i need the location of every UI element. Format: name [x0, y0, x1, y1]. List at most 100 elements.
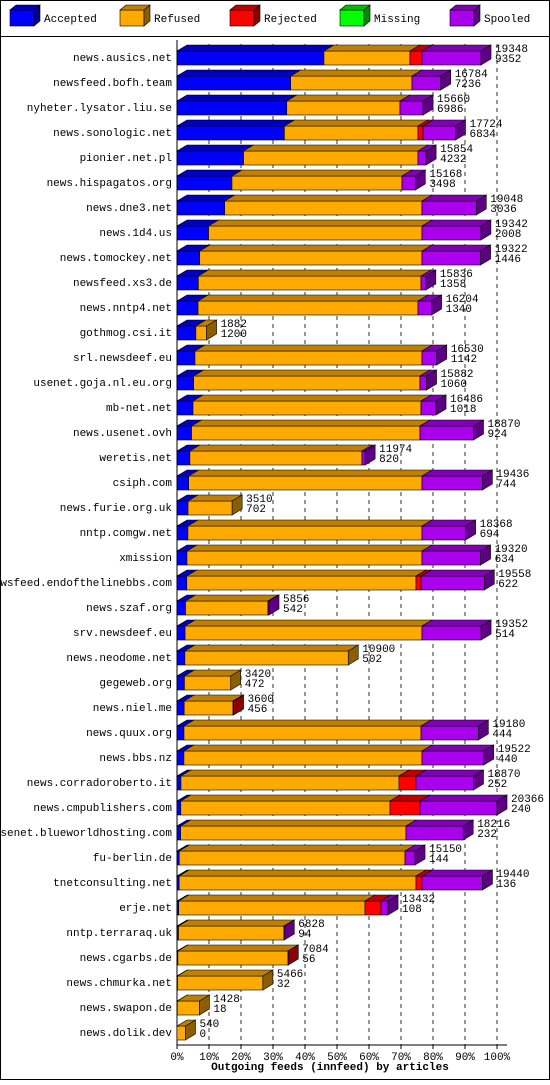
bar-segment — [181, 826, 406, 840]
bar-segment — [177, 676, 184, 690]
legend-label: Missing — [374, 14, 420, 26]
accepted-label: 0 — [199, 1029, 206, 1041]
bar-segment-top — [194, 370, 430, 376]
accepted-label: 1142 — [451, 354, 477, 366]
bar-segment — [181, 776, 399, 790]
category-label: newsfeed.endofthelinebbs.com — [0, 578, 172, 590]
category-label: fu-berlin.de — [93, 853, 172, 865]
bar-segment-top — [421, 720, 488, 726]
x-tick-label: 70% — [391, 1052, 411, 1064]
accepted-label: 634 — [495, 554, 515, 566]
legend-label: Accepted — [44, 14, 97, 26]
bar-segment-top — [422, 745, 494, 751]
bar-segment — [406, 826, 463, 840]
bar-segment — [177, 76, 291, 90]
bar-segment — [184, 726, 421, 740]
bar-segment — [177, 51, 324, 65]
category-label: newsfeed.xs3.de — [73, 278, 172, 290]
accepted-label: 144 — [429, 854, 449, 866]
bar-segment-top — [178, 970, 273, 976]
bar-segment — [177, 601, 186, 615]
bar-segment — [405, 851, 415, 865]
category-label: news.tomockey.net — [60, 253, 172, 265]
bar-segment — [192, 426, 420, 440]
bar-segment — [188, 501, 232, 515]
bar-segment-top — [198, 270, 431, 276]
accepted-label: 542 — [283, 604, 303, 616]
bar-segment — [198, 301, 418, 315]
bar-segment — [418, 126, 423, 140]
bar-segment — [177, 326, 196, 340]
accepted-label: 1358 — [440, 279, 466, 291]
bar-segment — [185, 626, 422, 640]
category-label: newsfeed.bofh.team — [53, 78, 172, 90]
category-label: news.dne3.net — [86, 203, 172, 215]
bar-segment-top — [422, 220, 491, 226]
accepted-label: 472 — [245, 679, 265, 691]
x-tick-label: 10% — [199, 1052, 219, 1064]
bar-segment — [422, 626, 481, 640]
bar-segment — [400, 101, 423, 115]
bar-segment-top — [181, 795, 400, 801]
bar-segment — [177, 451, 190, 465]
bar-segment — [177, 426, 192, 440]
bar-segment — [177, 526, 188, 540]
accepted-label: 240 — [511, 804, 531, 816]
bar-segment — [177, 476, 189, 490]
bar-segment-top — [422, 245, 491, 251]
category-label: news.neodome.net — [66, 653, 172, 665]
bar-segment-top — [422, 620, 491, 626]
category-label: news.quux.org — [86, 728, 172, 740]
bar-segment-top — [243, 145, 428, 151]
accepted-label: 3498 — [429, 179, 455, 191]
category-label: news.niel.me — [93, 703, 172, 715]
accepted-label: 1340 — [446, 304, 472, 316]
legend-label: Rejected — [264, 14, 317, 26]
bar-segment — [177, 626, 185, 640]
accepted-label: 1200 — [221, 329, 247, 341]
bar-segment — [190, 451, 362, 465]
category-label: nntp.terraraq.uk — [66, 928, 172, 940]
bar-segment — [177, 201, 225, 215]
category-label: news.cgarbs.de — [80, 953, 172, 965]
bar-segment — [187, 551, 422, 565]
accepted-label: 136 — [496, 879, 516, 891]
category-label: usenet.blueworldhosting.com — [0, 828, 172, 840]
x-tick-label: 80% — [423, 1052, 443, 1064]
bar-segment-top — [195, 345, 432, 351]
bar-segment — [177, 226, 209, 240]
bar-segment-top — [179, 895, 375, 901]
bar-segment-top — [177, 120, 294, 126]
category-label: srl.newsdeef.eu — [73, 353, 172, 365]
bar-segment — [177, 726, 184, 740]
category-label: nntp.comgw.net — [80, 528, 172, 540]
bar-segment — [177, 176, 232, 190]
bar-segment — [421, 401, 436, 415]
bar-segment-top — [324, 45, 420, 51]
x-tick-label: 40% — [295, 1052, 315, 1064]
bar-segment — [177, 401, 193, 415]
legend-label: Refused — [154, 14, 200, 26]
category-label: usenet.goja.nl.eu.org — [33, 378, 172, 390]
bar-segment — [189, 476, 422, 490]
bar-segment — [177, 701, 184, 715]
category-label: news.sonologic.net — [53, 128, 172, 140]
bar-segment — [177, 351, 195, 365]
bar-segment — [416, 576, 421, 590]
bar-segment-top — [177, 70, 301, 76]
bar-segment-top — [420, 795, 507, 801]
bar-segment-top — [189, 470, 432, 476]
category-label: gothmog.csi.it — [80, 328, 172, 340]
bar-segment — [181, 801, 390, 815]
category-label: xmission — [119, 553, 172, 565]
bar-segment — [324, 51, 410, 65]
bar-segment — [198, 276, 421, 290]
accepted-label: 694 — [480, 529, 500, 541]
bar-segment — [421, 576, 484, 590]
bar-segment-top — [420, 420, 484, 426]
category-label: news.dolik.dev — [80, 1028, 173, 1040]
accepted-label: 6986 — [437, 104, 463, 116]
bar-segment-top — [177, 95, 297, 101]
bar-segment-top — [422, 545, 491, 551]
